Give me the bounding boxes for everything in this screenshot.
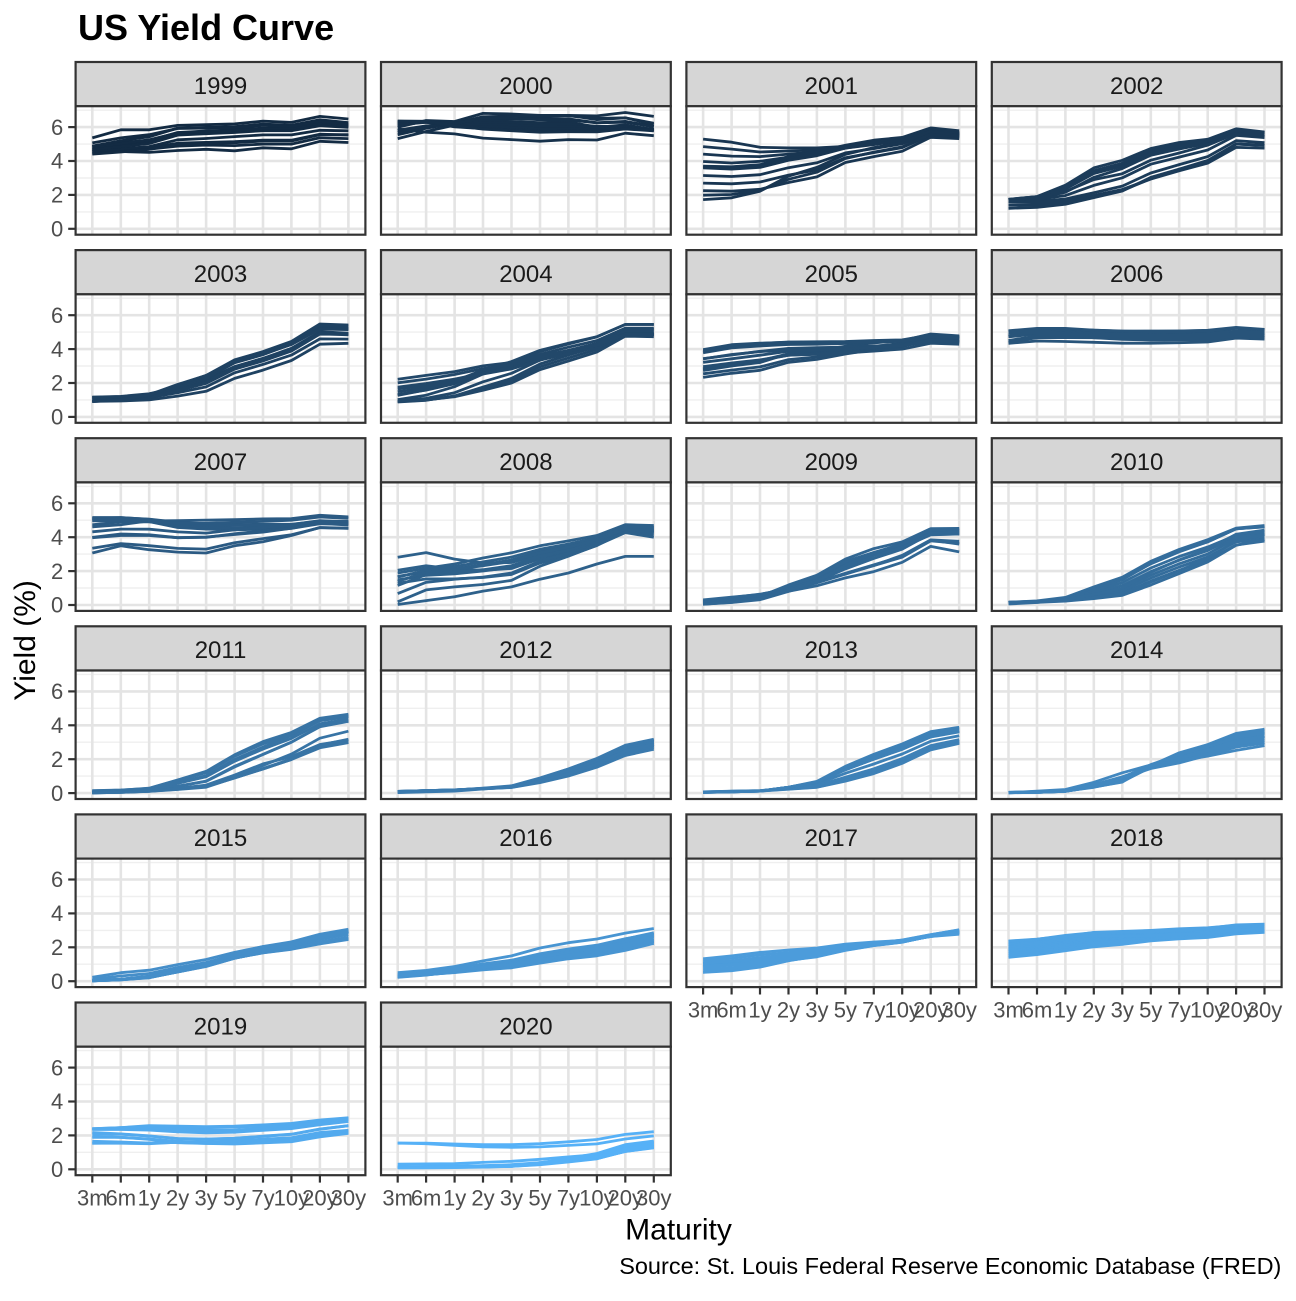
svg-text:5y: 5y: [834, 997, 857, 1022]
svg-text:2003: 2003: [194, 261, 247, 288]
svg-text:Yield (%): Yield (%): [9, 580, 42, 701]
svg-text:2y: 2y: [777, 997, 800, 1022]
svg-text:1999: 1999: [194, 73, 247, 100]
svg-text:4: 4: [51, 525, 63, 550]
svg-text:5y: 5y: [528, 1185, 551, 1210]
svg-text:30y: 30y: [331, 1185, 366, 1210]
svg-text:6m: 6m: [106, 1185, 137, 1210]
svg-text:3y: 3y: [1111, 997, 1134, 1022]
svg-text:4: 4: [51, 901, 63, 926]
svg-text:5y: 5y: [1139, 997, 1162, 1022]
svg-text:2008: 2008: [499, 449, 552, 476]
svg-text:2: 2: [51, 559, 63, 584]
svg-text:30y: 30y: [636, 1185, 671, 1210]
svg-text:2007: 2007: [194, 449, 247, 476]
svg-text:2005: 2005: [805, 261, 858, 288]
svg-text:3m: 3m: [382, 1185, 413, 1210]
svg-text:10y: 10y: [1190, 997, 1225, 1022]
svg-text:6: 6: [51, 679, 63, 704]
svg-text:30y: 30y: [941, 997, 976, 1022]
svg-text:2019: 2019: [194, 1013, 247, 1040]
svg-text:20y: 20y: [302, 1185, 337, 1210]
svg-text:4: 4: [51, 713, 63, 738]
svg-text:10y: 10y: [274, 1185, 309, 1210]
svg-text:3y: 3y: [500, 1185, 523, 1210]
svg-text:2004: 2004: [499, 261, 552, 288]
svg-text:2: 2: [51, 183, 63, 208]
svg-text:2001: 2001: [805, 73, 858, 100]
svg-text:2: 2: [51, 371, 63, 396]
svg-text:2011: 2011: [195, 637, 247, 664]
svg-text:20y: 20y: [913, 997, 948, 1022]
svg-text:0: 0: [51, 781, 63, 806]
svg-text:4: 4: [51, 149, 63, 174]
svg-text:2y: 2y: [1082, 997, 1105, 1022]
svg-text:3y: 3y: [194, 1185, 217, 1210]
svg-text:5y: 5y: [223, 1185, 246, 1210]
svg-text:2y: 2y: [471, 1185, 494, 1210]
svg-text:0: 0: [51, 405, 63, 430]
svg-text:3m: 3m: [688, 997, 719, 1022]
svg-text:4: 4: [51, 1089, 63, 1114]
svg-text:2000: 2000: [499, 73, 552, 100]
svg-text:0: 0: [51, 217, 63, 242]
svg-text:20y: 20y: [1218, 997, 1253, 1022]
svg-text:7y: 7y: [557, 1185, 580, 1210]
svg-text:7y: 7y: [251, 1185, 274, 1210]
svg-text:6m: 6m: [411, 1185, 442, 1210]
svg-text:3y: 3y: [805, 997, 828, 1022]
svg-text:1y: 1y: [138, 1185, 161, 1210]
svg-text:6: 6: [51, 1055, 63, 1080]
svg-text:Source: St. Louis Federal Rese: Source: St. Louis Federal Reserve Econom…: [619, 1253, 1281, 1279]
svg-text:0: 0: [51, 969, 63, 994]
svg-text:6: 6: [51, 115, 63, 140]
svg-text:4: 4: [51, 337, 63, 362]
svg-text:7y: 7y: [1168, 997, 1191, 1022]
svg-text:2018: 2018: [1110, 825, 1163, 852]
svg-text:30y: 30y: [1247, 997, 1282, 1022]
svg-text:2006: 2006: [1110, 261, 1163, 288]
svg-text:6: 6: [51, 303, 63, 328]
svg-text:1y: 1y: [1054, 997, 1077, 1022]
svg-text:2009: 2009: [805, 449, 858, 476]
svg-text:2016: 2016: [499, 825, 552, 852]
svg-text:6m: 6m: [1022, 997, 1053, 1022]
svg-text:6: 6: [51, 491, 63, 516]
svg-text:2002: 2002: [1110, 73, 1163, 100]
svg-text:0: 0: [51, 593, 63, 618]
svg-text:2012: 2012: [499, 637, 552, 664]
svg-text:3m: 3m: [77, 1185, 108, 1210]
svg-text:2010: 2010: [1110, 449, 1163, 476]
svg-text:2013: 2013: [805, 637, 858, 664]
svg-text:7y: 7y: [862, 997, 885, 1022]
svg-text:20y: 20y: [608, 1185, 643, 1210]
svg-text:2017: 2017: [805, 825, 858, 852]
svg-text:US Yield Curve: US Yield Curve: [78, 7, 334, 48]
svg-text:2: 2: [51, 747, 63, 772]
svg-text:1y: 1y: [748, 997, 771, 1022]
svg-text:6m: 6m: [716, 997, 747, 1022]
svg-text:2020: 2020: [499, 1013, 552, 1040]
svg-text:2: 2: [51, 935, 63, 960]
svg-text:2: 2: [51, 1123, 63, 1148]
svg-text:3m: 3m: [993, 997, 1024, 1022]
svg-text:2014: 2014: [1110, 637, 1163, 664]
svg-text:0: 0: [51, 1157, 63, 1182]
svg-text:Maturity: Maturity: [625, 1214, 732, 1247]
svg-text:1y: 1y: [443, 1185, 466, 1210]
svg-text:10y: 10y: [579, 1185, 614, 1210]
svg-text:6: 6: [51, 867, 63, 892]
svg-text:10y: 10y: [884, 997, 919, 1022]
svg-text:2y: 2y: [166, 1185, 189, 1210]
svg-text:2015: 2015: [194, 825, 247, 852]
